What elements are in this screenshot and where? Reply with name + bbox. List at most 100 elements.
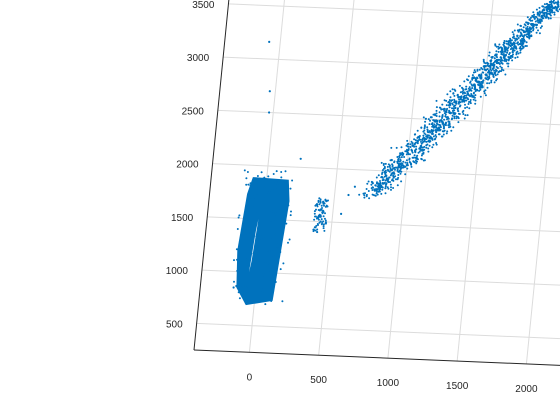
band-point bbox=[423, 125, 426, 128]
block-point bbox=[245, 258, 248, 261]
band-point bbox=[411, 142, 414, 145]
band-point bbox=[505, 40, 508, 43]
block-point bbox=[257, 187, 260, 190]
band-point bbox=[419, 149, 422, 151]
band-point bbox=[397, 174, 400, 176]
band-point bbox=[540, 18, 543, 21]
band-point bbox=[448, 106, 451, 109]
band-point bbox=[509, 37, 512, 40]
band-point bbox=[445, 132, 448, 135]
band-point bbox=[538, 32, 541, 35]
band-point bbox=[387, 187, 390, 190]
band-point bbox=[454, 107, 457, 110]
band-point bbox=[375, 176, 378, 179]
band-point bbox=[512, 33, 515, 36]
band-point bbox=[545, 8, 548, 11]
band-point bbox=[519, 51, 522, 54]
band-point bbox=[462, 113, 465, 115]
band-point bbox=[434, 134, 437, 137]
block-point bbox=[280, 237, 283, 240]
band-point bbox=[469, 95, 472, 98]
band-point bbox=[497, 45, 500, 48]
band-point bbox=[430, 136, 433, 139]
band-point bbox=[542, 8, 545, 11]
band-point bbox=[440, 135, 443, 138]
band-point bbox=[394, 168, 396, 171]
band-point bbox=[486, 82, 489, 85]
band-point bbox=[391, 172, 394, 174]
band-point bbox=[384, 173, 387, 175]
band-point bbox=[503, 54, 506, 57]
band-point bbox=[422, 152, 425, 155]
band-point bbox=[396, 168, 399, 171]
band-point bbox=[548, 13, 551, 16]
block-point bbox=[251, 300, 254, 303]
block-point bbox=[275, 261, 278, 264]
band-point bbox=[436, 120, 439, 123]
band-point bbox=[434, 114, 437, 117]
band-point bbox=[497, 50, 500, 53]
streak-point bbox=[322, 225, 325, 228]
band-point bbox=[494, 44, 497, 47]
block-point bbox=[268, 250, 271, 253]
band-point bbox=[435, 128, 437, 131]
grid-line-y-2000 bbox=[212, 163, 560, 179]
band-point bbox=[553, 2, 556, 5]
block-point bbox=[279, 208, 282, 211]
band-point bbox=[464, 114, 467, 117]
band-point bbox=[443, 118, 446, 121]
streak-point bbox=[321, 211, 324, 214]
band-point bbox=[471, 84, 474, 87]
band-point bbox=[438, 119, 441, 122]
band-point bbox=[498, 43, 501, 46]
band-point bbox=[467, 98, 470, 101]
band-point bbox=[406, 148, 408, 151]
block-point bbox=[267, 175, 270, 178]
band-point bbox=[507, 40, 509, 43]
band-point bbox=[413, 156, 415, 159]
band-point bbox=[421, 149, 424, 152]
band-point bbox=[451, 103, 454, 106]
band-point bbox=[462, 89, 465, 92]
band-point bbox=[398, 156, 401, 159]
band-point bbox=[501, 49, 504, 52]
band-point bbox=[467, 93, 470, 96]
band-point bbox=[520, 25, 522, 27]
streak-point bbox=[312, 228, 315, 231]
band-point bbox=[391, 179, 393, 182]
band-point bbox=[516, 42, 519, 45]
band-point bbox=[380, 175, 383, 178]
band-point bbox=[393, 161, 396, 164]
streak-point bbox=[322, 223, 325, 226]
band-point bbox=[495, 50, 498, 53]
band-point bbox=[472, 98, 475, 101]
band-point bbox=[455, 100, 458, 103]
band-point bbox=[505, 42, 508, 45]
band-point bbox=[552, 0, 555, 3]
band-point bbox=[443, 107, 446, 110]
band-point bbox=[541, 5, 544, 8]
band-point bbox=[474, 99, 477, 102]
band-point bbox=[476, 68, 479, 71]
block-point bbox=[263, 211, 266, 214]
band-point bbox=[411, 151, 414, 154]
band-point bbox=[459, 96, 462, 99]
block-point bbox=[272, 273, 275, 276]
band-point bbox=[389, 167, 392, 170]
band-point bbox=[457, 102, 460, 105]
block-point bbox=[259, 234, 262, 237]
band-point bbox=[486, 68, 489, 71]
band-point bbox=[439, 106, 442, 109]
band-point bbox=[516, 50, 519, 53]
band-point bbox=[493, 81, 496, 84]
band-point bbox=[487, 78, 489, 81]
band-point bbox=[405, 144, 408, 147]
band-point bbox=[375, 192, 378, 195]
band-point bbox=[454, 112, 457, 115]
block-point bbox=[253, 274, 256, 276]
band-point bbox=[464, 107, 467, 109]
band-point bbox=[507, 43, 510, 46]
band-point bbox=[452, 107, 455, 110]
y-tick-label: 2000 bbox=[176, 160, 199, 171]
band-point bbox=[399, 159, 402, 162]
